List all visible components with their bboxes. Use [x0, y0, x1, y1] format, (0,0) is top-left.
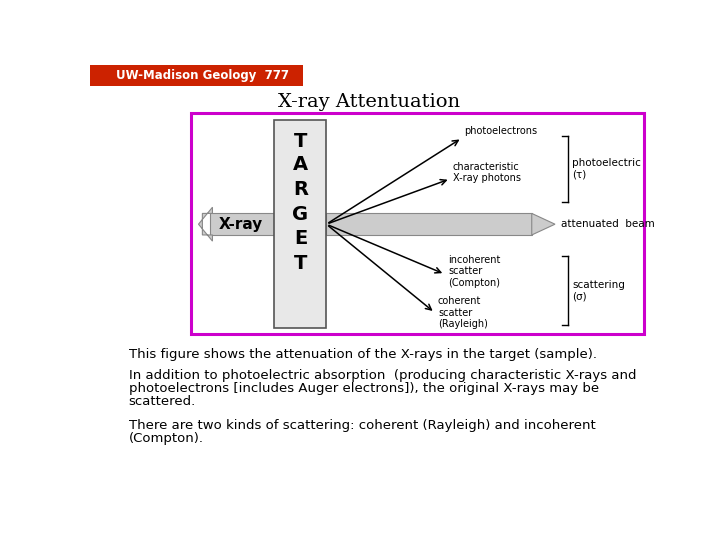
Text: G: G	[292, 205, 308, 224]
Text: attenuated  beam: attenuated beam	[561, 219, 655, 229]
Text: This figure shows the attenuation of the X-rays in the target (sample).: This figure shows the attenuation of the…	[129, 348, 597, 361]
Text: photoelectrons [includes Auger electrons]), the original X-rays may be: photoelectrons [includes Auger electrons…	[129, 382, 599, 395]
Text: T: T	[294, 254, 307, 273]
Text: T: T	[294, 132, 307, 151]
Text: R: R	[293, 180, 308, 199]
Text: scattered.: scattered.	[129, 395, 196, 408]
Text: E: E	[294, 230, 307, 248]
Text: scattering
(σ): scattering (σ)	[572, 280, 625, 301]
Text: photoelectric
(τ): photoelectric (τ)	[572, 158, 641, 179]
Text: incoherent
scatter
(Compton): incoherent scatter (Compton)	[448, 254, 500, 288]
Polygon shape	[532, 213, 555, 235]
Text: X-ray Attentuation: X-ray Attentuation	[278, 93, 460, 111]
Bar	[90, 65, 303, 86]
Bar	[210, 213, 274, 235]
Text: A: A	[293, 156, 308, 174]
Text: characteristic
X-ray photons: characteristic X-ray photons	[453, 162, 521, 184]
Text: (Compton).: (Compton).	[129, 432, 204, 445]
Polygon shape	[199, 207, 212, 241]
Text: X-ray: X-ray	[219, 218, 264, 232]
Text: photoelectrons: photoelectrons	[464, 126, 537, 136]
Text: coherent
scatter
(Rayleigh): coherent scatter (Rayleigh)	[438, 296, 488, 329]
Text: UW-Madison Geology  777: UW-Madison Geology 777	[116, 69, 289, 82]
Text: In addition to photoelectric absorption  (producing characteristic X-rays and: In addition to photoelectric absorption …	[129, 369, 636, 382]
Bar	[191, 112, 644, 334]
Bar	[274, 120, 326, 328]
Bar	[326, 213, 532, 235]
Text: There are two kinds of scattering: coherent (Rayleigh) and incoherent: There are two kinds of scattering: coher…	[129, 419, 595, 432]
